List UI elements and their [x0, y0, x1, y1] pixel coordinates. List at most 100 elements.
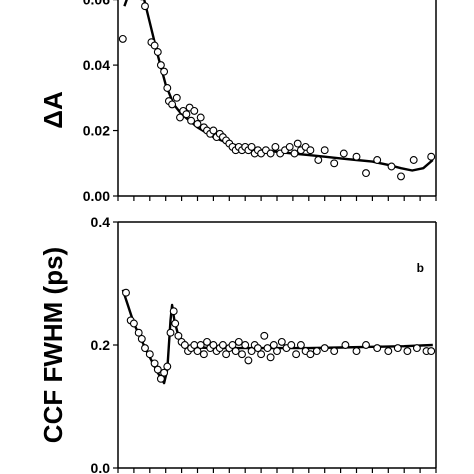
panel-b-data-point	[253, 344, 262, 353]
panel-a-data-point	[362, 169, 370, 178]
panel-b-data-point	[171, 319, 180, 328]
panel-b-data-point	[412, 344, 421, 353]
panel-b-data-point	[231, 347, 240, 356]
panel-a-data-point	[409, 156, 418, 164]
panel-b-data-point	[330, 347, 339, 356]
panel-b-data-point	[156, 374, 165, 383]
panel-a-data-point	[118, 34, 127, 43]
panel-a-data-point	[163, 84, 172, 92]
panel-a-data-point	[209, 126, 218, 135]
panel-b-data-point	[257, 350, 266, 359]
panel-b-data-point	[218, 341, 227, 349]
panel-b-data-point	[247, 347, 256, 356]
panel-b-data-point	[145, 350, 154, 359]
panel-b: CCF FWHM (ps) b 0.0 0.2 0.4	[38, 214, 437, 474]
panel-a-data-point	[271, 142, 280, 151]
panel-a-data-point	[150, 41, 159, 50]
panel-b-data-point	[160, 368, 169, 377]
panel-a-data-point	[330, 159, 339, 168]
panel-b-data-point	[260, 331, 269, 340]
panel-b-data-point	[196, 341, 205, 349]
panel-a-data-point	[339, 149, 348, 158]
panel-b-data-point	[163, 362, 172, 371]
panel-a-data-point	[306, 146, 315, 155]
panel-a-data-point	[352, 152, 361, 161]
panel-b-data-point	[277, 337, 286, 346]
panel-a: ΔA 0.00 0.02 0.04 0.06	[38, 0, 437, 204]
panel-b-data-point	[362, 341, 370, 349]
panel-a-data-point	[190, 106, 199, 115]
panel-b-data-point	[341, 341, 350, 349]
panel-b-y-axis-label: CCF FWHM (ps)	[38, 247, 68, 443]
panel-b-data-point	[122, 288, 130, 297]
panel-b-data-point	[137, 334, 146, 343]
panel-b-data-point	[269, 341, 278, 349]
panel-b-data-point	[228, 341, 237, 349]
panel-b-data-point	[427, 347, 436, 356]
panel-a-data-point	[290, 149, 299, 158]
panel-a-data-point	[196, 113, 205, 122]
panel-a-data-point	[373, 156, 382, 164]
panel-b-data-point	[174, 331, 183, 340]
panel-a-y-tick-label: 0.04	[83, 57, 110, 73]
panel-b-data-point	[393, 344, 402, 353]
panel-b-data-point	[287, 341, 296, 349]
panel-b-data-point	[241, 341, 250, 349]
panel-b-data-point	[199, 350, 208, 359]
panel-b-data-point	[384, 347, 393, 356]
panel-b-data-point	[244, 356, 253, 365]
panel-b-data-point	[263, 344, 272, 353]
panel-a-data-point	[427, 152, 436, 161]
panel-a-data-point	[247, 142, 256, 151]
panel-b-data-point	[403, 347, 412, 356]
panel-a-data-point	[293, 139, 302, 148]
panel-b-y-tick-label: 0.0	[91, 460, 111, 474]
panel-a-data-point	[182, 110, 191, 119]
panel-b-data-point	[373, 344, 382, 353]
panel-a-data-point	[266, 149, 275, 158]
panel-a-data-point	[193, 120, 202, 128]
panel-b-data-point	[306, 350, 315, 359]
panel-a-data-point	[160, 67, 169, 76]
panel-a-y-axis-label: ΔA	[38, 91, 68, 129]
panel-b-data-point	[292, 350, 301, 359]
panel-a-data-point	[153, 48, 162, 56]
panel-a-data-point	[387, 162, 396, 171]
panel-a-data-point	[397, 172, 405, 181]
panel-a-data-point	[176, 113, 184, 122]
panel-b-data-point	[266, 353, 275, 362]
panel-a-data-point	[320, 146, 329, 155]
panel-b-data-point	[352, 347, 361, 356]
panel-b-y-tick-label: 0.2	[91, 337, 111, 353]
panel-b-data-point	[312, 347, 321, 356]
panel-a-data-point	[141, 2, 149, 11]
panel-b-data-point	[129, 319, 138, 328]
panel-a-y-tick-label: 0.06	[83, 0, 110, 8]
panel-b-data-point	[296, 341, 305, 349]
panel-a-data-point	[168, 100, 177, 109]
panel-b-data-point	[273, 347, 281, 356]
panel-b-data-point	[193, 347, 202, 356]
panel-b-data-point	[238, 350, 246, 359]
panel-b-data-point	[320, 344, 329, 353]
panel-b-data-point	[141, 344, 149, 353]
panel-a-data-point	[172, 93, 181, 102]
panel-b-data-point	[222, 350, 231, 359]
panel-b-label: b	[417, 261, 424, 275]
panel-b-data-point	[150, 359, 159, 368]
panel-a-y-tick-label: 0.00	[83, 188, 110, 204]
panel-a-data-point	[187, 116, 196, 125]
panel-b-data-point	[203, 337, 211, 346]
panel-a-data-point	[156, 61, 165, 70]
panel-a-y-tick-label: 0.02	[83, 123, 110, 139]
panel-a-data-point	[314, 156, 323, 164]
panel-b-data-point	[180, 341, 189, 349]
panel-b-data-point	[134, 328, 143, 337]
panel-a-data-point	[285, 142, 294, 151]
panel-b-data-point	[153, 365, 162, 374]
panel-b-data-point	[209, 341, 218, 349]
panel-b-data-point	[166, 328, 175, 337]
panel-b-y-tick-label: 0.4	[91, 214, 111, 230]
panel-b-data-point	[169, 307, 178, 316]
